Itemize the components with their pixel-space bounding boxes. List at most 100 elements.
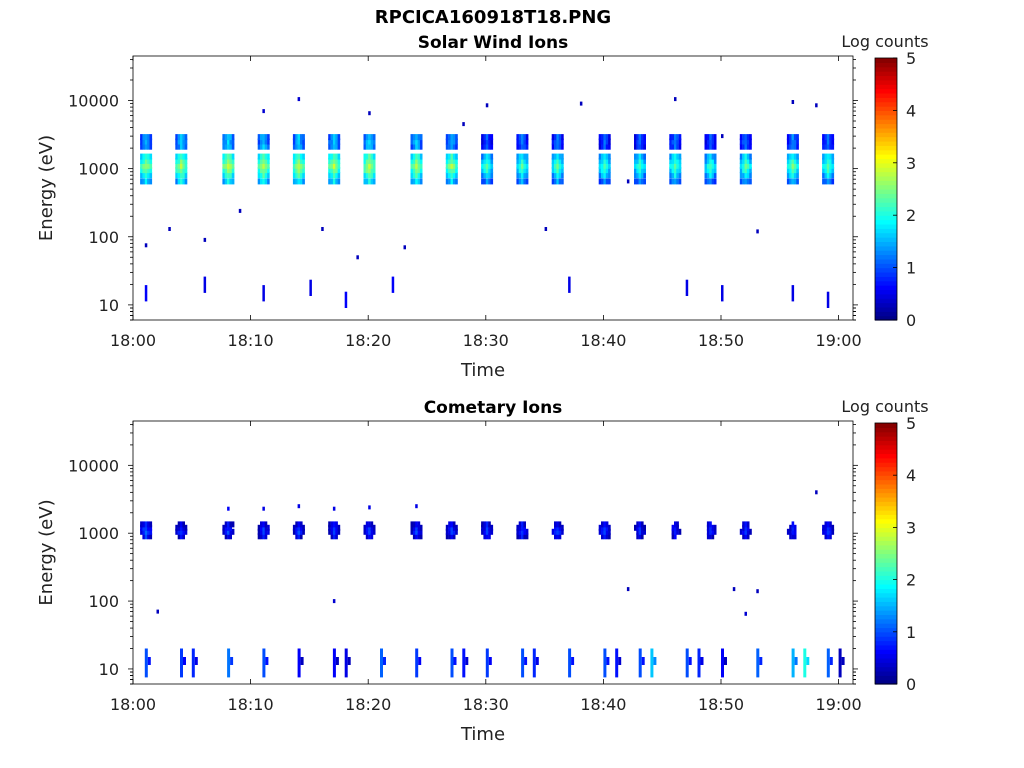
sw-peak-cell [483,178,486,185]
ci-colorbar-segment [875,523,897,528]
sw-peak-cell [142,178,145,185]
sw-peak-cell [676,167,679,174]
ci-low-energy-burst [794,657,798,665]
ci-colorbar-segment [875,640,897,646]
sw-scatter-point [356,255,359,260]
ci-peak-cell [518,533,522,540]
sw-peak-cell [419,167,423,174]
sw-peak-cell [598,172,602,179]
sw-peak-cell [292,153,296,160]
ci-peak-cell [417,524,421,531]
sw-peak-cell [551,162,555,169]
sw-peak-cell [831,172,835,179]
sw-peak-cell [551,134,555,141]
ci-low-energy-burst [347,657,351,665]
sw-colorbar-segment [875,127,897,133]
sw-peak-cell [518,162,522,169]
sw-peak-cell [370,134,374,141]
sw-colorbar-segment [875,136,897,142]
sw-peak-cell [601,178,604,185]
sw-peak-cell [746,172,750,179]
sw-peak-cell [634,167,637,174]
sw-peak-cell [177,162,181,169]
ci-peak-cell [335,528,338,535]
sw-peak-cell [483,153,486,160]
ci-peak-cell [147,533,150,540]
ci-low-energy-burst [826,648,830,678]
sw-peak-cell [370,153,374,160]
sw-peak-cell [365,153,369,160]
sw-peak-cell [485,138,489,145]
sw-colorbar-segment [875,293,897,299]
ci-x-tick-label: 18:30 [463,695,509,714]
sw-colorbar-segment [875,306,897,312]
sw-peak-cell [330,143,334,150]
sw-colorbar-segment [875,215,897,221]
ci-low-energy-burst [724,657,727,665]
sw-peak-cell [829,143,832,150]
sw-peak-cell [257,138,261,145]
sw-peak-cell [229,178,232,185]
ci-peak-cell [608,524,611,531]
sw-peak-cell [711,157,715,164]
sw-peak-cell [302,167,305,174]
sw-peak-cell [483,157,486,164]
ci-peak-cell [368,528,371,535]
ci-scatter-point [744,611,747,616]
sw-peak-cell [483,143,486,150]
sw-peak-cell [525,167,529,174]
sw-peak-cell [180,167,183,174]
ci-peak-cell [267,524,270,531]
ci-colorbar-segment [875,531,897,537]
file-title: RPCICA160918T18.PNG [375,7,611,28]
sw-scatter-point [791,100,795,104]
sw-peak-cell [711,153,715,160]
ci-low-energy-burst [380,648,383,678]
ci-scatter-point [332,506,336,511]
sw-peak-cell [184,162,188,169]
sw-peak-cell [450,162,454,169]
sw-peak-cell [227,138,230,145]
ci-peak-cell [601,524,604,531]
sw-peak-cell [455,153,458,160]
sw-peak-cell [455,167,458,174]
sw-scatter-point [168,227,171,231]
ci-colorbar-segment [875,549,897,555]
sw-colorbar-segment [875,219,897,225]
ci-peak-cell [521,524,524,531]
sw-peak-cell [791,134,795,141]
ci-peak-cell [523,533,526,540]
sw-peak-cell [184,157,188,164]
ci-low-energy-burst [697,648,701,678]
sw-peak-cell [554,138,557,145]
sw-peak-cell [448,153,451,160]
sw-peak-cell [262,167,265,174]
sw-colorbar-segment [875,171,897,177]
sw-peak-cell [368,178,371,185]
sw-peak-cell [749,167,752,174]
ci-low-energy-burst [415,648,419,678]
sw-peak-cell [417,143,421,150]
sw-peak-cell [231,153,235,160]
sw-peak-cell [149,157,153,164]
ci-peak-cell [368,533,371,540]
sw-peak-cell [448,178,451,185]
sw-peak-cell [789,178,792,185]
sw-peak-cell [822,134,825,141]
sw-peak-cell [554,172,557,179]
ci-scatter-point [415,504,418,509]
ci-peak-cell [739,528,743,535]
sw-peak-cell [365,157,369,164]
ci-low-energy-burst [618,657,622,665]
ci-peak-cell [636,528,639,535]
ci-low-energy-burst [603,648,607,678]
ci-low-energy-burst [450,648,454,678]
sw-peak-cell [147,172,150,179]
ci-peak-cell [300,524,303,531]
sw-peak-cell [142,134,145,141]
sw-peak-cell [638,162,642,169]
sw-peak-cell [267,167,270,174]
sw-peak-cell [182,162,185,169]
sw-peak-cell [678,134,682,141]
ci-peak-cell [488,521,491,528]
